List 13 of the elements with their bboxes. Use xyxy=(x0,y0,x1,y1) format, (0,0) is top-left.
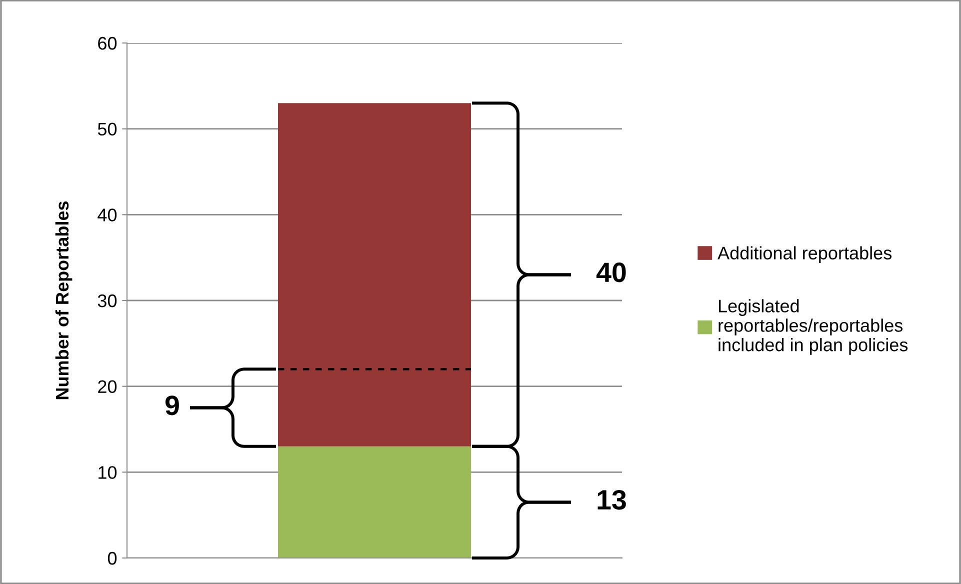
legend-label: Additional reportables xyxy=(718,246,892,264)
y-tick-label: 60 xyxy=(98,36,117,50)
annotation: 9 xyxy=(165,396,179,416)
y-tick-label: 20 xyxy=(98,380,117,394)
y-tick-label: 40 xyxy=(98,208,117,222)
annotation: 13 xyxy=(598,490,626,510)
y-tick-label: 30 xyxy=(98,294,117,308)
y-tick-label: 50 xyxy=(98,122,117,136)
y-tick-label: 10 xyxy=(98,466,117,479)
y-axis-title: Number of Reportables xyxy=(55,201,72,400)
y-tick-label: 0 xyxy=(108,552,117,565)
annotation: 40 xyxy=(596,262,626,282)
legend-label: Legislated reportables/reportables included in plan policies xyxy=(718,299,908,355)
